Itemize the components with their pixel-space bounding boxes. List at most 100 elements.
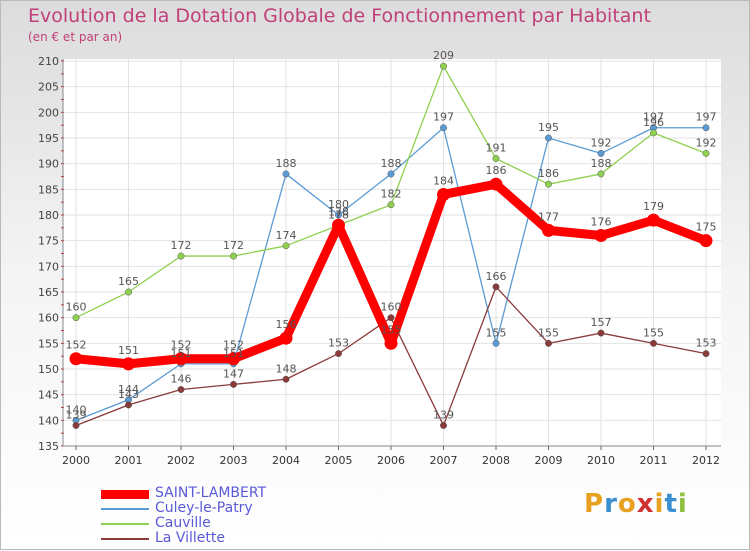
- data-label-culey-le-patry: 197: [433, 111, 454, 124]
- x-tick-label: 2007: [430, 454, 458, 467]
- x-tick-label: 2009: [535, 454, 563, 467]
- data-point-la-villette: [125, 401, 132, 409]
- data-label-la-villette: 139: [433, 408, 454, 421]
- legend-label-cauville: Cauville: [155, 515, 211, 531]
- series-layer: [69, 62, 713, 429]
- data-label-culey-le-patry: 180: [328, 198, 349, 211]
- x-tick-label: 2002: [167, 454, 195, 467]
- y-tick-label: 165: [38, 286, 59, 299]
- data-point-la-villette: [230, 380, 237, 388]
- data-label-saint-lambert: 184: [433, 174, 454, 187]
- data-label-saint-lambert: 151: [118, 344, 139, 357]
- y-tick-label: 180: [38, 209, 59, 222]
- data-point-la-villette: [335, 350, 342, 358]
- data-label-cauville: 192: [696, 136, 717, 149]
- logo-letter: i: [654, 489, 665, 519]
- data-point-cauville: [597, 170, 605, 178]
- data-point-saint-lambert: [437, 187, 450, 201]
- data-label-la-villette: 147: [223, 367, 244, 380]
- data-label-saint-lambert: 186: [486, 164, 507, 177]
- data-label-cauville: 186: [538, 167, 559, 180]
- data-label-culey-le-patry: 155: [486, 326, 507, 339]
- data-label-la-villette: 146: [171, 373, 192, 386]
- x-tick-label: 2000: [62, 454, 90, 467]
- data-point-la-villette: [492, 283, 500, 291]
- data-point-la-villette: [650, 339, 657, 347]
- data-label-la-villette: 148: [276, 362, 297, 375]
- data-label-la-villette: 153: [696, 337, 717, 350]
- y-tick-label: 175: [38, 235, 59, 248]
- y-tick-label: 170: [38, 260, 59, 273]
- data-label-saint-lambert: 152: [223, 339, 244, 352]
- x-tick-label: 2006: [377, 454, 405, 467]
- data-point-la-villette: [545, 339, 552, 347]
- legend-label-saint-lambert: SAINT-LAMBERT: [155, 485, 267, 501]
- plot-area: [63, 59, 721, 446]
- data-point-saint-lambert: [489, 177, 503, 191]
- data-point-saint-lambert: [227, 352, 240, 366]
- data-point-saint-lambert: [384, 336, 398, 350]
- grid-layer: [63, 59, 721, 447]
- y-tick-label: 145: [38, 389, 59, 402]
- data-point-cauville: [650, 129, 657, 137]
- data-label-saint-lambert: 156: [276, 318, 297, 331]
- logo-letter: i: [677, 489, 688, 519]
- data-point-la-villette: [177, 386, 185, 393]
- data-label-cauville: 182: [381, 188, 402, 201]
- data-label-la-villette: 166: [486, 270, 507, 283]
- y-tick-label: 210: [38, 55, 59, 68]
- data-label-cauville: 160: [66, 301, 87, 314]
- data-label-culey-le-patry: 195: [538, 121, 559, 134]
- data-point-culey-le-patry: [597, 149, 605, 157]
- data-label-cauville: 174: [276, 229, 297, 242]
- data-label-saint-lambert: 176: [591, 216, 612, 229]
- data-label-cauville: 209: [433, 49, 454, 62]
- data-label-cauville: 172: [171, 239, 192, 252]
- data-point-saint-lambert: [542, 223, 555, 237]
- x-tick-label: 2012: [692, 454, 720, 467]
- y-tick-label: 200: [38, 106, 59, 119]
- chart-title: Evolution de la Dotation Globale de Fonc…: [28, 5, 651, 27]
- logo-letter: t: [664, 489, 678, 519]
- data-point-culey-le-patry: [387, 170, 395, 178]
- data-point-cauville: [545, 180, 552, 188]
- data-label-la-villette: 157: [591, 316, 612, 329]
- y-tick-label: 155: [38, 337, 59, 350]
- data-label-la-villette: 160: [381, 301, 402, 314]
- data-label-la-villette: 139: [66, 408, 87, 421]
- data-point-culey-le-patry: [702, 124, 710, 132]
- data-label-culey-le-patry: 151: [171, 347, 192, 360]
- data-label-cauville: 191: [486, 142, 507, 155]
- data-label-saint-lambert: 155: [381, 323, 402, 336]
- data-label-culey-le-patry: 151: [223, 347, 244, 360]
- x-tick-label: 2003: [220, 454, 248, 467]
- data-point-culey-le-patry: [492, 339, 500, 347]
- data-point-saint-lambert: [122, 357, 135, 371]
- x-tick-label: 2008: [482, 454, 510, 467]
- logo-letter: o: [617, 489, 637, 519]
- data-point-saint-lambert: [69, 352, 83, 366]
- x-tick-label: 2001: [115, 454, 143, 467]
- legend-swatch-la-villette: [101, 538, 149, 540]
- data-point-saint-lambert: [332, 218, 345, 232]
- data-label-culey-le-patry: 144: [118, 383, 139, 396]
- legend-swatch-culey-le-patry: [101, 508, 149, 510]
- data-label-la-villette: 155: [538, 326, 559, 339]
- data-point-saint-lambert: [647, 213, 660, 227]
- y-tick-label: 195: [38, 132, 59, 145]
- y-tick-label: 140: [38, 414, 59, 427]
- data-label-saint-lambert: 152: [66, 339, 87, 352]
- data-point-saint-lambert: [699, 234, 713, 248]
- data-label-cauville: 188: [591, 157, 612, 170]
- data-label-la-villette: 153: [328, 337, 349, 350]
- data-label-la-villette: 143: [118, 388, 139, 401]
- data-point-cauville: [440, 62, 447, 70]
- legend-swatch-saint-lambert: [101, 489, 149, 499]
- data-point-cauville: [282, 242, 290, 250]
- data-point-cauville: [125, 288, 132, 296]
- data-point-la-villette: [702, 350, 710, 358]
- logo-letter: r: [604, 489, 618, 519]
